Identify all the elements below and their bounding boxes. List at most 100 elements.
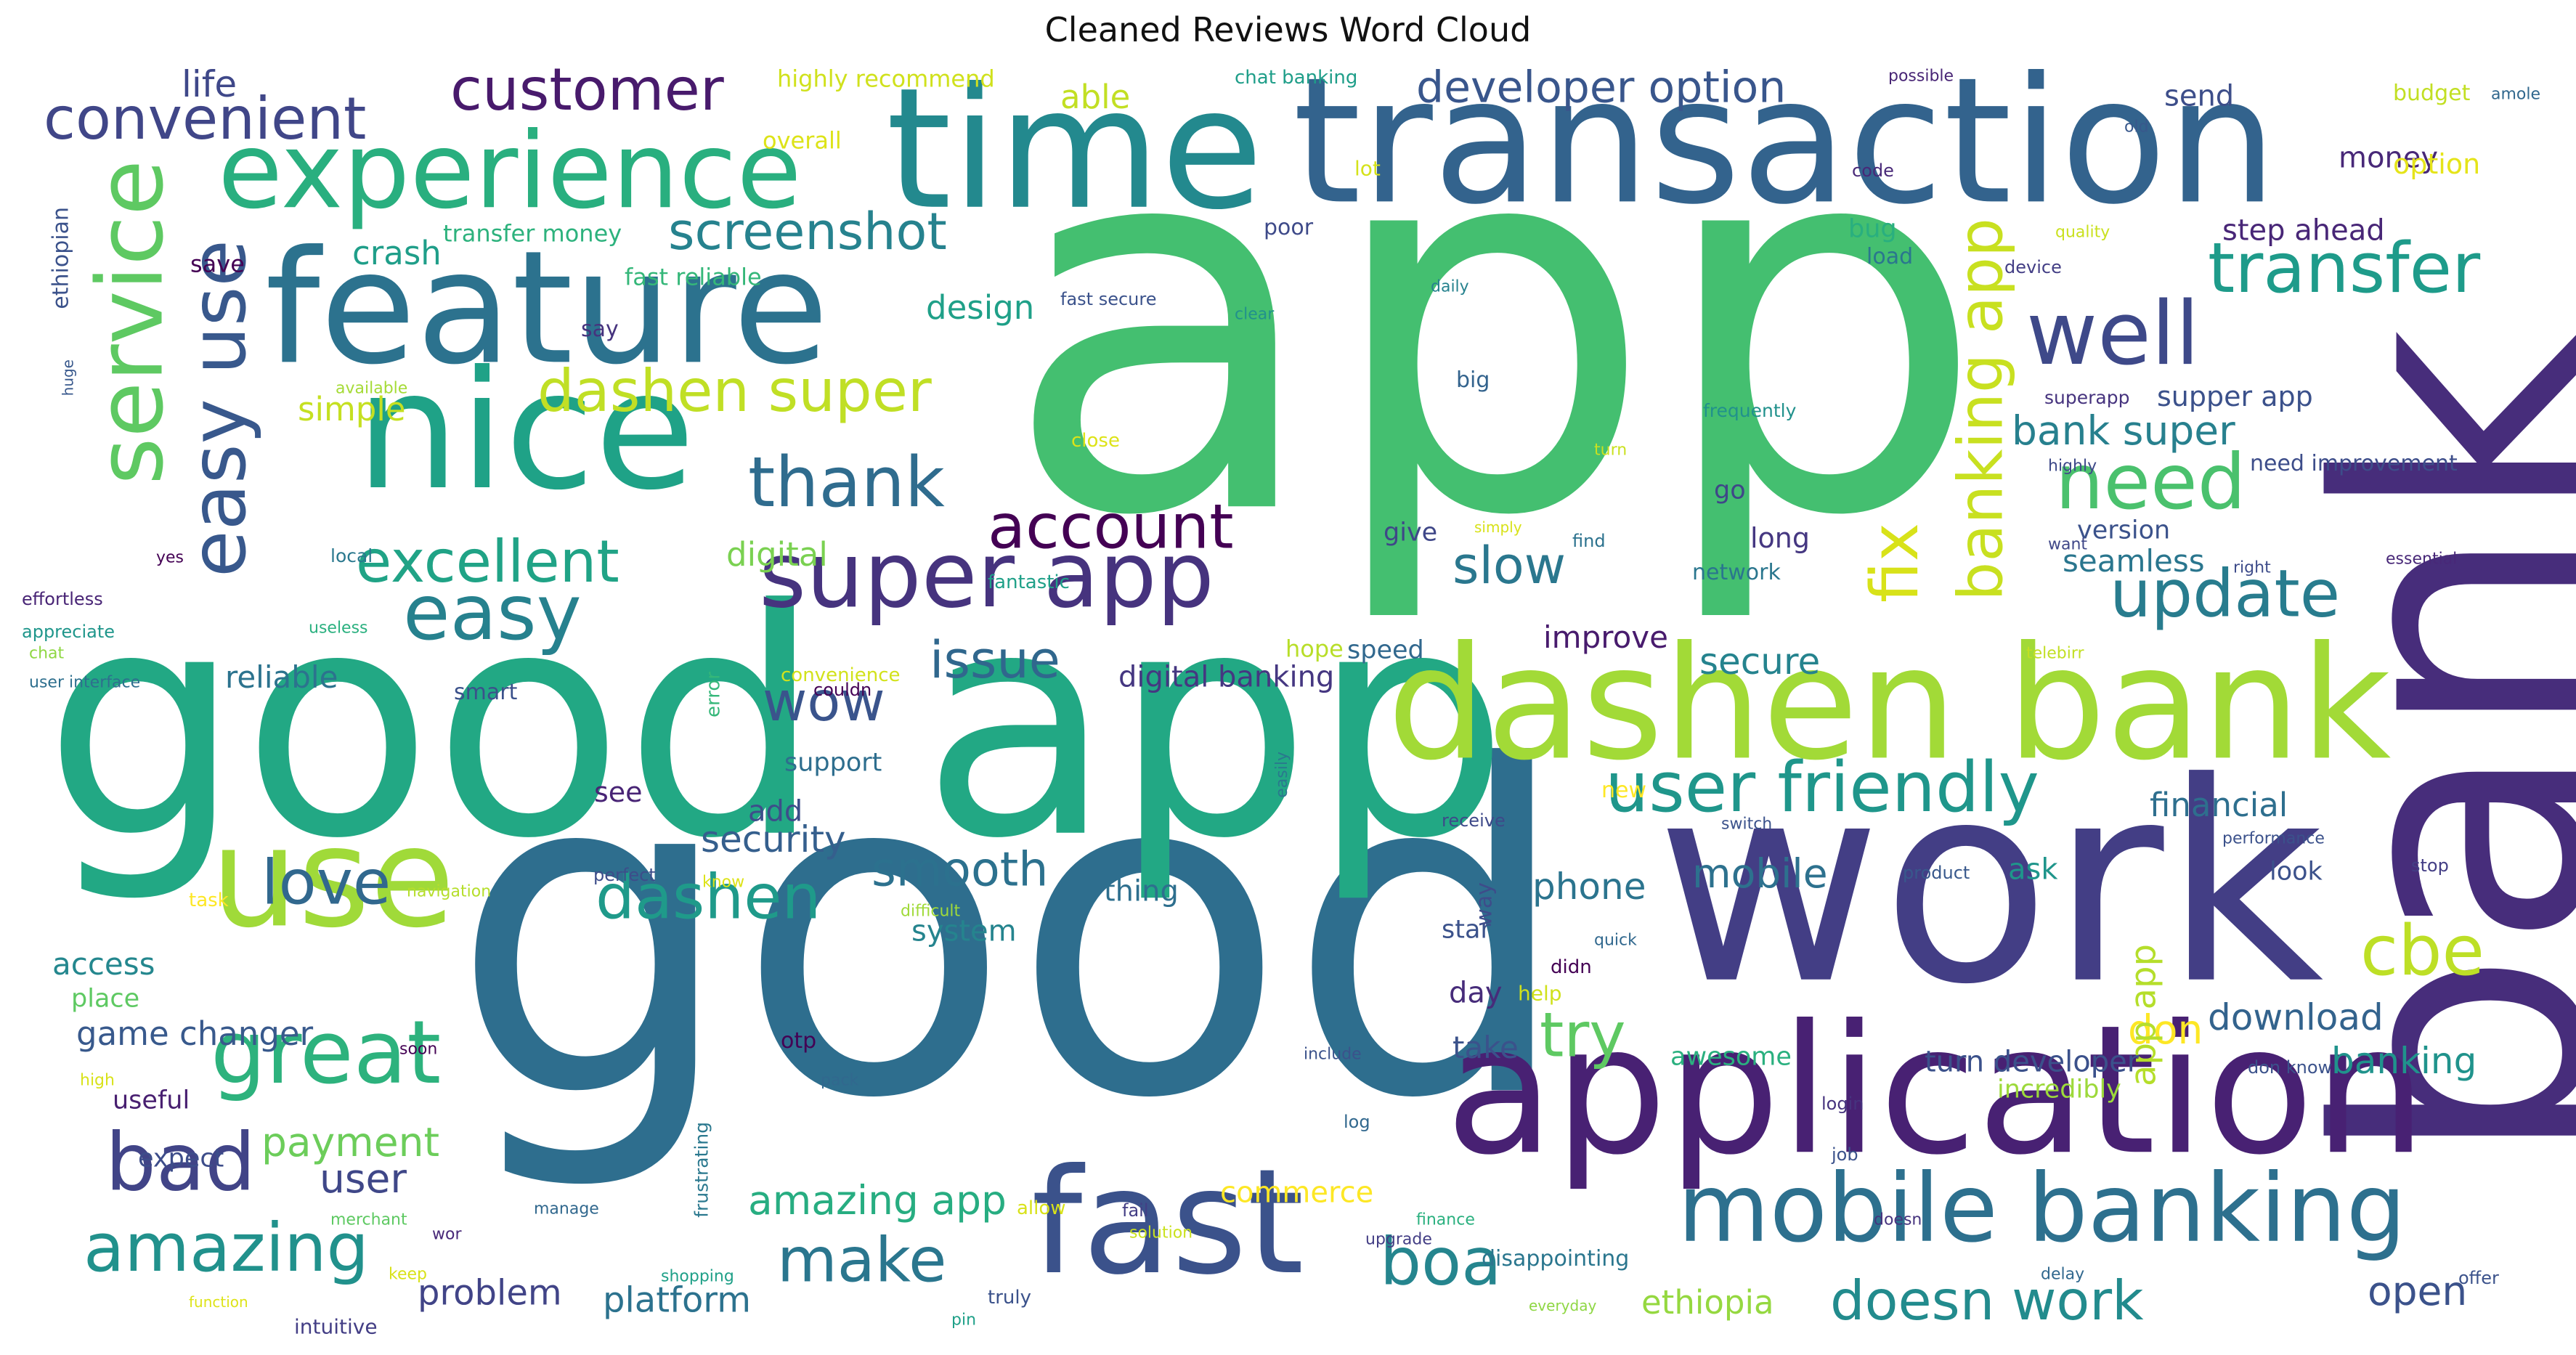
word-ethiopian: ethiopian: [48, 207, 73, 309]
word-stop: stop: [2411, 855, 2449, 876]
word-perfect: perfect: [593, 865, 656, 885]
word-easy: easy: [403, 569, 582, 657]
word-user: user: [320, 1155, 407, 1202]
word-application: application: [1445, 987, 2426, 1194]
word-task: task: [189, 890, 229, 911]
word-load: load: [1866, 244, 1913, 269]
word-quick: quick: [1594, 932, 1637, 950]
word-excellent: excellent: [356, 528, 619, 595]
word-yes: yes: [156, 549, 184, 567]
word-new: new: [1601, 778, 1646, 803]
word-allow: allow: [1017, 1197, 1066, 1219]
word-need: need: [2055, 438, 2246, 526]
word-version: version: [2077, 516, 2170, 545]
word-mobile: mobile: [1692, 850, 1828, 897]
word-doesn: doesn: [1874, 1211, 1922, 1229]
word-job: job: [1831, 1144, 1858, 1165]
word-turn: turn: [1594, 442, 1627, 460]
word-manage: manage: [534, 1200, 599, 1218]
word-system: system: [911, 914, 1017, 948]
word-keep: keep: [389, 1266, 427, 1284]
word-need-improvement: need improvement: [2250, 451, 2458, 476]
word-pin: pin: [951, 1311, 976, 1330]
word-local: local: [330, 545, 373, 566]
word-highly-recommend: highly recommend: [777, 65, 995, 92]
word-lot: lot: [1354, 156, 1381, 180]
word-banking: banking: [2331, 1040, 2477, 1082]
word-close: close: [1071, 430, 1120, 452]
word-difficult: difficult: [901, 903, 960, 921]
word-platform: platform: [603, 1279, 751, 1320]
word-error: error: [702, 672, 724, 717]
word-quality: quality: [2055, 224, 2110, 242]
word-doesn-work: doesn work: [1830, 1269, 2144, 1332]
word-reliable: reliable: [225, 659, 338, 695]
word-step-ahead: step ahead: [2222, 213, 2385, 247]
word-option: option: [2393, 148, 2480, 180]
word-fail: fail: [1122, 1200, 1149, 1221]
word-say: say: [581, 317, 619, 342]
word-way: way: [1471, 882, 1497, 927]
word-fast: fast: [1031, 1138, 1304, 1307]
word-delay: delay: [2041, 1266, 2084, 1284]
word-feature: feature: [265, 216, 829, 399]
word-truly: truly: [988, 1287, 1031, 1309]
word-look: look: [2270, 858, 2323, 887]
word-transfer-money: transfer money: [443, 219, 622, 247]
word-frequently: frequently: [1703, 400, 1797, 421]
word-developer-option: developer option: [1416, 62, 1786, 113]
word-thing: thing: [1104, 874, 1179, 908]
word-payment: payment: [261, 1119, 439, 1165]
word-appreciate: appreciate: [22, 622, 115, 642]
word-turn-developer: turn developer: [1925, 1045, 2140, 1078]
word-ethiopia: ethiopia: [1641, 1283, 1774, 1322]
word-shopping: shopping: [661, 1268, 734, 1286]
word-offer: offer: [2458, 1268, 2499, 1288]
word-nice: nice: [356, 336, 695, 526]
word-super-app: super app: [759, 523, 1214, 628]
word-crash: crash: [352, 234, 442, 272]
word-long: long: [1750, 522, 1810, 554]
word-old: old: [2124, 118, 2149, 137]
word-switch: switch: [1721, 815, 1772, 834]
word-place: place: [71, 985, 139, 1014]
word-security: security: [701, 818, 846, 860]
word-star: star: [1442, 916, 1491, 945]
word-use: use: [211, 797, 455, 958]
word-effortless: effortless: [22, 589, 103, 609]
word-banking-app: banking app: [1945, 218, 2017, 601]
word-update: update: [2110, 556, 2340, 632]
word-don-know: don know: [2248, 1057, 2332, 1078]
word-simple: simple: [298, 390, 406, 428]
word-didn: didn: [1551, 956, 1592, 978]
word-soon: soon: [399, 1041, 437, 1059]
word-day: day: [1449, 976, 1503, 1009]
word-phone: phone: [1532, 866, 1646, 908]
word-good: good: [450, 673, 1573, 1197]
word-work: work: [1656, 723, 2324, 1045]
word-issue: issue: [930, 630, 1060, 690]
word-daily: daily: [1431, 278, 1469, 296]
chart-title: Cleaned Reviews Word Cloud: [1044, 10, 1532, 49]
word-give: give: [1384, 518, 1437, 548]
word-awesome: awesome: [1670, 1043, 1792, 1072]
word-problem: problem: [418, 1272, 562, 1313]
word-improve: improve: [1543, 619, 1668, 655]
word-fix: fix: [1857, 523, 1933, 603]
word-include: include: [1304, 1046, 1362, 1064]
word-amole: amole: [2491, 86, 2540, 104]
word-great: great: [211, 1003, 441, 1104]
word-service: service: [78, 160, 184, 485]
word-high: high: [80, 1072, 115, 1090]
word-design: design: [926, 288, 1034, 327]
word-frustrating: frustrating: [691, 1122, 712, 1218]
word-account: account: [988, 492, 1234, 563]
word-pack: pack: [821, 1072, 859, 1090]
word-dashen: dashen: [596, 862, 821, 934]
word-dashen-bank: dashen bank: [1387, 612, 2391, 794]
word-hope: hope: [1285, 635, 1344, 662]
word-transfer: transfer: [2208, 229, 2481, 309]
word-commerce: commerce: [1220, 1176, 1373, 1209]
word-take: take: [1452, 1030, 1519, 1065]
